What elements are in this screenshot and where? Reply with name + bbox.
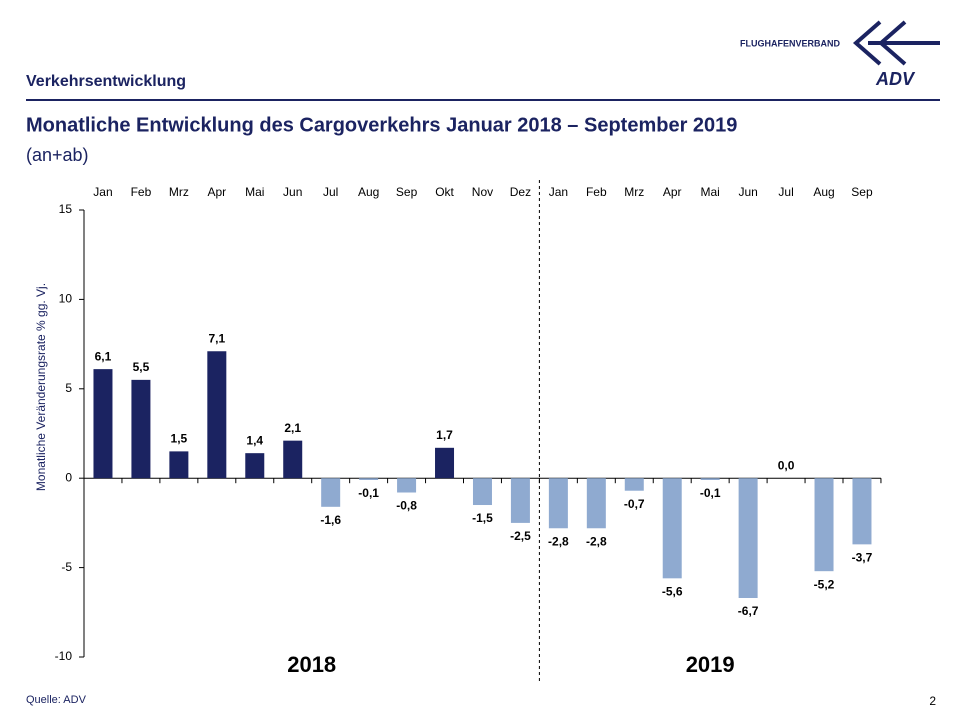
y-tick-label: 10 [59, 292, 73, 306]
y-tick-label: 15 [59, 202, 73, 216]
value-label: -0,1 [700, 486, 721, 500]
section-title: Verkehrsentwicklung [26, 73, 186, 90]
value-label: -2,8 [548, 534, 569, 548]
value-label: 1,7 [436, 428, 453, 442]
value-label: 1,4 [246, 433, 263, 447]
x-tick-label: Mrz [169, 185, 189, 199]
logo-mark: ADV [875, 69, 916, 89]
value-label: -6,7 [738, 604, 759, 618]
value-label: 5,5 [133, 360, 150, 374]
value-label: -1,5 [472, 511, 493, 525]
value-label: 6,1 [95, 349, 112, 363]
bar [283, 440, 303, 479]
value-label: 2,1 [284, 421, 301, 435]
bar [510, 478, 530, 523]
x-tick-label: Nov [472, 185, 493, 199]
x-tick-label: Jun [283, 185, 302, 199]
bar [321, 478, 341, 507]
bar [93, 369, 113, 479]
chart-subtitle: (an+ab) [26, 145, 89, 165]
value-label: -2,5 [510, 529, 531, 543]
logo-icon [852, 20, 940, 66]
value-label: -5,6 [662, 584, 683, 598]
bar [207, 351, 227, 479]
x-tick-label: Mai [701, 185, 720, 199]
value-label: -1,6 [320, 513, 341, 527]
x-tick-label: Feb [586, 185, 607, 199]
group-label: 2018 [287, 652, 336, 677]
source: Quelle: ADV [26, 694, 87, 706]
x-tick-label: Apr [207, 185, 226, 199]
x-tick-label: Okt [435, 185, 454, 199]
bar [738, 478, 758, 598]
value-label: -3,7 [852, 551, 873, 565]
x-tick-label: Apr [663, 185, 682, 199]
group-label: 2019 [686, 652, 735, 677]
bar [624, 478, 644, 491]
y-axis-title: Monatliche Veränderungsrate % gg. Vj. [34, 283, 48, 491]
x-tick-label: Jul [778, 185, 793, 199]
value-label: -0,8 [396, 499, 417, 513]
bar [700, 478, 720, 480]
x-tick-label: Mrz [624, 185, 644, 199]
y-tick-label: 0 [65, 470, 72, 484]
value-label: 0,0 [778, 458, 795, 472]
value-label: -0,1 [358, 486, 379, 500]
x-tick-label: Mai [245, 185, 264, 199]
bar [435, 447, 455, 479]
bar [548, 478, 568, 529]
x-tick-label: Sep [851, 185, 873, 199]
x-tick-label: Feb [131, 185, 152, 199]
logo-text: FLUGHAFENVERBAND [740, 38, 840, 48]
bar [472, 478, 492, 506]
bar [852, 478, 872, 545]
x-tick-label: Jul [323, 185, 338, 199]
bar [245, 453, 265, 479]
page-number: 2 [929, 694, 936, 708]
x-tick-label: Dez [510, 185, 531, 199]
y-tick-label: -5 [61, 560, 72, 574]
value-label: -2,8 [586, 534, 607, 548]
bar [397, 478, 417, 493]
bar [586, 478, 606, 529]
x-tick-label: Sep [396, 185, 418, 199]
x-tick-label: Aug [358, 185, 379, 199]
value-label: -5,2 [814, 577, 835, 591]
value-label: 7,1 [208, 331, 225, 345]
bar [131, 379, 151, 479]
chart-title: Monatliche Entwicklung des Cargoverkehrs… [26, 114, 737, 136]
bar [169, 451, 189, 479]
value-label: 1,5 [171, 432, 188, 446]
bar [359, 478, 379, 480]
y-tick-label: -10 [55, 649, 73, 663]
x-tick-label: Aug [813, 185, 834, 199]
bar [814, 478, 834, 572]
y-tick-label: 5 [65, 381, 72, 395]
x-tick-label: Jun [738, 185, 757, 199]
x-tick-label: Jan [549, 185, 568, 199]
bar [662, 478, 682, 579]
x-tick-label: Jan [93, 185, 112, 199]
value-label: -0,7 [624, 497, 645, 511]
